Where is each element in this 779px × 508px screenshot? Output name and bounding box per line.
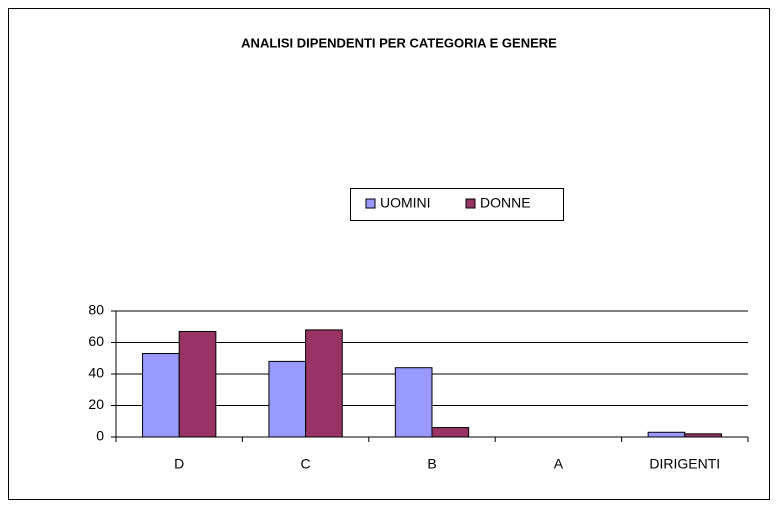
bar	[431, 427, 470, 438]
legend-label: DONNE	[480, 195, 531, 211]
bar	[394, 367, 433, 438]
y-tick-label: 0	[96, 428, 104, 444]
bar	[268, 360, 307, 438]
bar	[305, 329, 343, 438]
chart-title: ANALISI DIPENDENTI PER CATEGORIA E GENER…	[241, 35, 557, 50]
legend-swatch	[465, 198, 476, 209]
x-tick-label: B	[427, 456, 436, 472]
legend-box	[350, 188, 564, 221]
legend-swatch	[365, 198, 376, 209]
x-tick-label: C	[301, 456, 311, 472]
y-tick-label: 80	[88, 302, 104, 318]
x-tick-label: A	[554, 456, 564, 472]
bar	[647, 431, 686, 438]
x-tick-label: DIRIGENTI	[649, 456, 720, 472]
y-tick-label: 20	[88, 396, 104, 412]
bar	[142, 353, 180, 438]
chart-frame	[8, 8, 770, 500]
y-tick-label: 40	[88, 365, 104, 381]
x-tick-label: D	[174, 456, 184, 472]
y-tick-label: 60	[88, 333, 104, 349]
legend-label: UOMINI	[380, 195, 431, 211]
bar	[178, 330, 217, 438]
